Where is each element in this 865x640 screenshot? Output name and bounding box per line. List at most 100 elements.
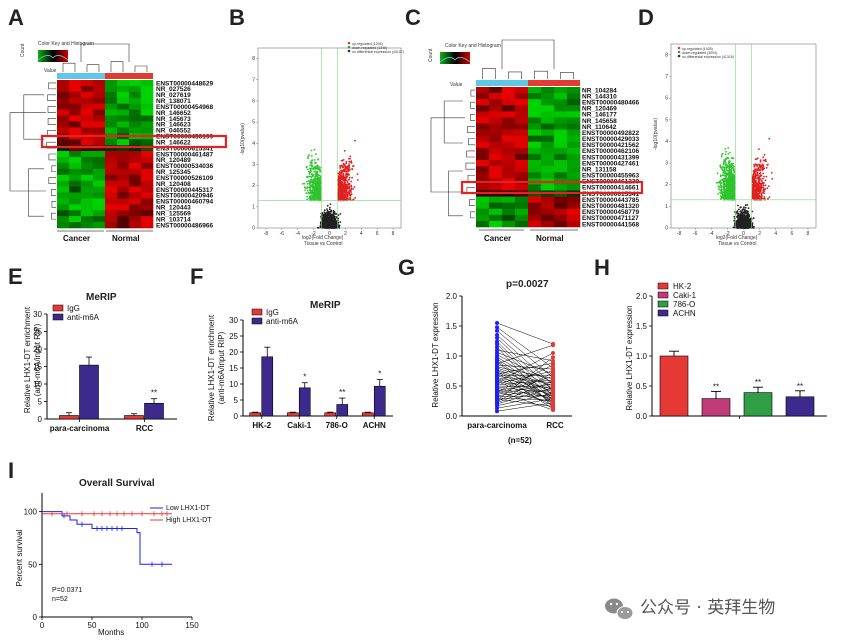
volcano-point xyxy=(309,198,312,201)
volcano-point xyxy=(316,164,319,167)
volcano-point xyxy=(727,184,730,186)
legend-dot-ns-d xyxy=(677,54,681,58)
volcano-point xyxy=(326,210,329,212)
volcano-point xyxy=(309,182,312,185)
volcano-point xyxy=(308,172,311,175)
volcano-point xyxy=(345,160,348,163)
volcano-point xyxy=(326,204,329,207)
highlight-box-c xyxy=(460,180,644,195)
volcano-point xyxy=(727,153,730,155)
volcano-point xyxy=(723,184,726,187)
volcano-point xyxy=(306,195,308,198)
heatmap-cell xyxy=(93,121,106,128)
gene-label: ENST00000461487 xyxy=(156,151,213,158)
heatmap-cell xyxy=(515,147,529,155)
color-key-value: Value xyxy=(44,68,57,74)
heatmap-cell xyxy=(141,216,154,223)
volcano-point xyxy=(721,193,724,196)
heatmap-cell xyxy=(515,202,529,210)
volcano-point xyxy=(316,176,319,179)
volcano-point xyxy=(317,158,320,161)
heatmap-cell xyxy=(57,156,70,164)
heatmap-cell xyxy=(567,196,581,203)
volcano-point xyxy=(343,163,346,166)
heatmap-cell xyxy=(567,129,581,136)
x-tick-label: 2 xyxy=(344,231,347,237)
heatmap-cell xyxy=(541,117,555,124)
heatmap-cell xyxy=(567,202,581,210)
heatmap-cell xyxy=(105,186,118,193)
heatmap-cell xyxy=(57,115,70,122)
volcano-point xyxy=(762,172,765,175)
heatmap-cell xyxy=(554,129,568,136)
y-tick-label: 0 xyxy=(252,226,255,232)
volcano-point xyxy=(749,218,751,221)
volcano-point xyxy=(318,183,320,186)
heatmap-cell xyxy=(57,180,70,187)
heatmap-cell xyxy=(528,166,542,173)
heatmap-cell xyxy=(489,220,503,228)
heatmap-cell xyxy=(105,162,118,170)
volcano-point xyxy=(326,221,328,224)
volcano-point xyxy=(724,177,726,180)
heatmap-cell xyxy=(567,214,581,222)
dendrogram-branch xyxy=(470,114,475,121)
volcano-point xyxy=(340,169,342,172)
volcano-point xyxy=(342,189,345,192)
color-key-gradient xyxy=(38,50,68,62)
volcano-point xyxy=(762,165,765,168)
volcano-point xyxy=(315,170,318,173)
legend-dot-down xyxy=(347,45,351,49)
volcano-point xyxy=(315,192,318,194)
volcano-point xyxy=(771,178,774,180)
volcano-point xyxy=(742,218,744,221)
heatmap-cell xyxy=(117,151,130,158)
heatmap-cell xyxy=(567,87,581,94)
volcano-point xyxy=(339,182,342,185)
volcano-point xyxy=(310,163,313,165)
volcano-point xyxy=(723,172,726,175)
heatmap-cell xyxy=(476,166,490,173)
heatmap-cell xyxy=(117,174,130,181)
volcano-point xyxy=(342,186,345,189)
volcano-point xyxy=(332,224,334,227)
heatmap-cell xyxy=(515,208,529,216)
color-key-gradient-c xyxy=(440,52,470,64)
gene-label: NR_046552 xyxy=(156,128,191,135)
volcano-point xyxy=(311,189,314,192)
volcano-point xyxy=(356,173,359,176)
volcano-point xyxy=(763,196,766,198)
volcano-point xyxy=(341,171,344,173)
panel-letter-b: B xyxy=(229,5,245,30)
volcano-point xyxy=(719,195,722,197)
volcano-point xyxy=(346,186,348,189)
heatmap-cell xyxy=(528,135,542,143)
gene-label: ENST00000448629 xyxy=(156,80,213,87)
volcano-point xyxy=(316,183,319,185)
volcano-point xyxy=(720,188,723,191)
heatmap-cell xyxy=(129,222,142,229)
volcano-point xyxy=(324,216,327,219)
volcano-point xyxy=(342,183,345,186)
heatmap-cell xyxy=(117,103,130,110)
heatmap-cell xyxy=(502,123,516,130)
legend-up: up-regulated (1294) xyxy=(352,42,383,46)
heatmap-cell xyxy=(541,184,555,191)
heatmap-cell xyxy=(105,85,118,93)
heatmap-cell xyxy=(476,147,490,155)
heatmap-cell xyxy=(129,180,142,187)
volcano-point xyxy=(311,159,313,162)
volcano-point xyxy=(723,181,725,184)
volcano-point xyxy=(306,180,308,183)
heatmap-cell xyxy=(502,214,516,222)
heatmap-cell xyxy=(105,97,118,104)
volcano-point xyxy=(310,178,313,181)
volcano-point xyxy=(312,182,314,185)
volcano-point xyxy=(752,172,755,175)
volcano-point xyxy=(723,169,726,172)
heatmap-cell xyxy=(129,97,142,104)
volcano-point xyxy=(725,174,728,177)
heatmap-cell xyxy=(528,87,542,94)
volcano-point xyxy=(727,189,730,192)
heatmap-cell xyxy=(515,220,529,228)
